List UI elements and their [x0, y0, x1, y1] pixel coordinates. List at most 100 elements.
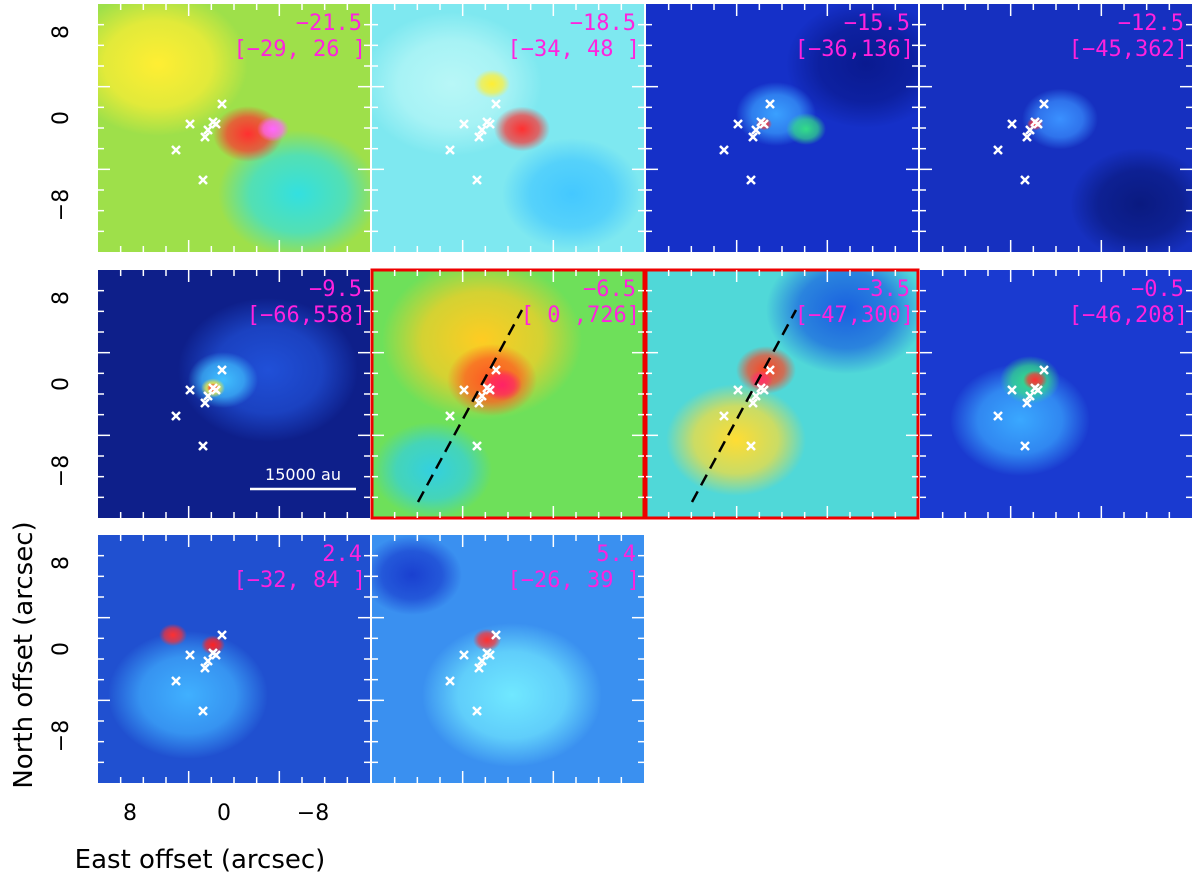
- channel-panel: 5.4[−26, 39 ]: [372, 535, 644, 783]
- emission-blob: [422, 623, 602, 767]
- source-marker: [1007, 119, 1017, 129]
- y-tick-label: 0: [49, 111, 74, 125]
- emission-blob: [159, 623, 187, 647]
- intensity-range: [−34, 48 ]: [508, 37, 640, 62]
- x-axis-label: East offset (arcsec): [75, 845, 326, 875]
- channel-panel: 2.4[−32, 84 ]: [98, 535, 370, 783]
- channel-panel: −0.5[−46,208]: [920, 270, 1192, 518]
- outflow-axis: [416, 309, 524, 503]
- velocity-label: −12.5: [1118, 11, 1184, 36]
- channel-panel: −15.5[−36,136]: [646, 4, 918, 252]
- intensity-range: [−32, 84 ]: [234, 568, 366, 593]
- source-marker: [1039, 99, 1049, 109]
- source-marker: [746, 175, 756, 185]
- emission-blob: [1027, 117, 1043, 131]
- velocity-label: 5.4: [596, 542, 636, 567]
- source-marker: [719, 145, 729, 155]
- source-marker: [765, 99, 775, 109]
- velocity-label: −9.5: [309, 277, 362, 302]
- source-marker: [198, 441, 208, 451]
- velocity-label: −3.5: [857, 277, 910, 302]
- source-marker: [459, 119, 469, 129]
- source-marker: [217, 630, 227, 640]
- emission-blob: [372, 422, 492, 518]
- source-marker: [185, 650, 195, 660]
- intensity-range: [−26, 39 ]: [508, 568, 640, 593]
- source-marker: [1033, 385, 1043, 395]
- source-marker: [477, 391, 487, 401]
- emission-blob: [1070, 148, 1192, 252]
- channel-panel: −6.5[ 0 ,726]: [370, 268, 646, 520]
- emission-blob: [482, 369, 522, 401]
- source-marker: [759, 385, 769, 395]
- source-marker: [765, 365, 775, 375]
- source-marker: [203, 656, 213, 666]
- velocity-label: −18.5: [570, 11, 636, 36]
- source-marker: [200, 132, 210, 142]
- source-marker: [746, 441, 756, 451]
- source-marker: [485, 119, 495, 129]
- intensity-range: [−29, 26 ]: [234, 37, 366, 62]
- source-marker: [171, 676, 181, 686]
- source-marker: [1007, 385, 1017, 395]
- source-marker: [748, 132, 758, 142]
- source-marker: [203, 125, 213, 135]
- source-marker: [211, 119, 221, 129]
- intensity-range: [−46,208]: [1069, 303, 1188, 328]
- x-tick-label: −8: [297, 801, 329, 826]
- y-axis-label: North offset (arcsec): [9, 521, 39, 788]
- source-marker: [1022, 398, 1032, 408]
- source-marker: [472, 175, 482, 185]
- source-marker: [200, 663, 210, 673]
- source-marker: [993, 411, 1003, 421]
- source-marker: [1020, 175, 1030, 185]
- source-marker: [185, 119, 195, 129]
- source-marker: [491, 365, 501, 375]
- y-tick-label: 0: [49, 377, 74, 391]
- source-marker: [748, 398, 758, 408]
- x-tick-label: 8: [123, 801, 137, 826]
- source-marker: [472, 706, 482, 716]
- channel-panel: −18.5[−34, 48 ]: [372, 4, 644, 252]
- velocity-label: −15.5: [844, 11, 910, 36]
- source-marker: [474, 132, 484, 142]
- source-marker: [185, 385, 195, 395]
- emission-blob: [372, 535, 462, 615]
- source-marker: [1039, 365, 1049, 375]
- source-marker: [211, 385, 221, 395]
- source-marker: [217, 365, 227, 375]
- source-marker: [993, 145, 1003, 155]
- source-marker: [491, 630, 501, 640]
- velocity-label: −6.5: [583, 277, 636, 302]
- source-marker: [733, 119, 743, 129]
- source-marker: [1022, 132, 1032, 142]
- source-marker: [211, 650, 221, 660]
- y-tick-label: 8: [49, 291, 74, 305]
- intensity-range: [ 0 ,726]: [521, 303, 640, 328]
- channel-panel: −9.5[−66,558] 15000 au: [98, 270, 370, 518]
- y-tick-label: −8: [49, 720, 74, 752]
- channel-panel: −21.5[−29, 26 ]: [98, 4, 370, 252]
- x-tick-label: 0: [217, 801, 231, 826]
- emission-blob: [108, 631, 268, 759]
- y-tick-label: 8: [49, 25, 74, 39]
- emission-blob: [201, 635, 225, 655]
- outflow-axis: [690, 309, 798, 503]
- emission-blob: [474, 69, 510, 99]
- intensity-range: [−47,300]: [795, 303, 914, 328]
- source-marker: [491, 99, 501, 109]
- source-marker: [751, 391, 761, 401]
- velocity-label: −21.5: [296, 11, 362, 36]
- source-marker: [759, 119, 769, 129]
- source-marker: [474, 398, 484, 408]
- source-marker: [485, 650, 495, 660]
- intensity-range: [−36,136]: [795, 37, 914, 62]
- emission-blob: [766, 270, 918, 374]
- source-marker: [733, 385, 743, 395]
- emission-blob: [666, 384, 806, 496]
- intensity-range: [−45,362]: [1069, 37, 1188, 62]
- y-tick-label: 0: [49, 642, 74, 656]
- source-marker: [472, 441, 482, 451]
- source-marker: [477, 125, 487, 135]
